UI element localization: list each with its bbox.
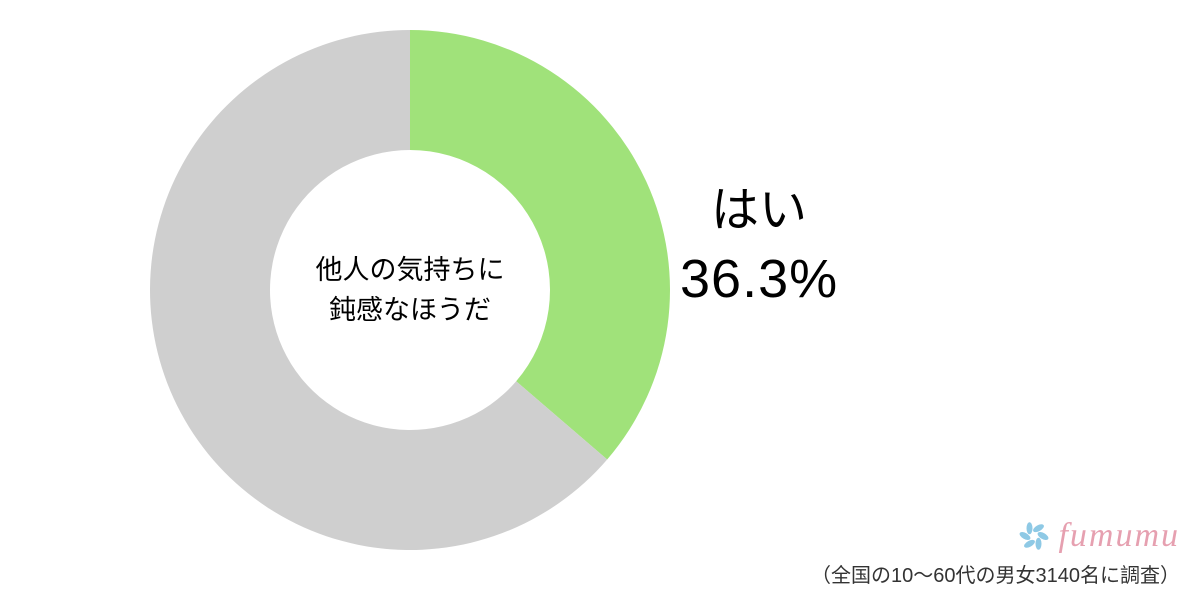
survey-note: （全国の10〜60代の男女3140名に調査） <box>811 559 1180 588</box>
brand: fumumu <box>1016 517 1180 555</box>
brand-flower-icon <box>1016 518 1052 554</box>
highlight-value: はい 36.3% <box>680 170 838 310</box>
percent-label: 36.3% <box>680 248 838 310</box>
footer: fumumu （全国の10〜60代の男女3140名に調査） <box>811 517 1180 588</box>
brand-text: fumumu <box>1058 517 1180 555</box>
donut-slice <box>410 30 670 459</box>
donut-chart <box>150 30 670 550</box>
answer-label: はい <box>711 170 807 240</box>
